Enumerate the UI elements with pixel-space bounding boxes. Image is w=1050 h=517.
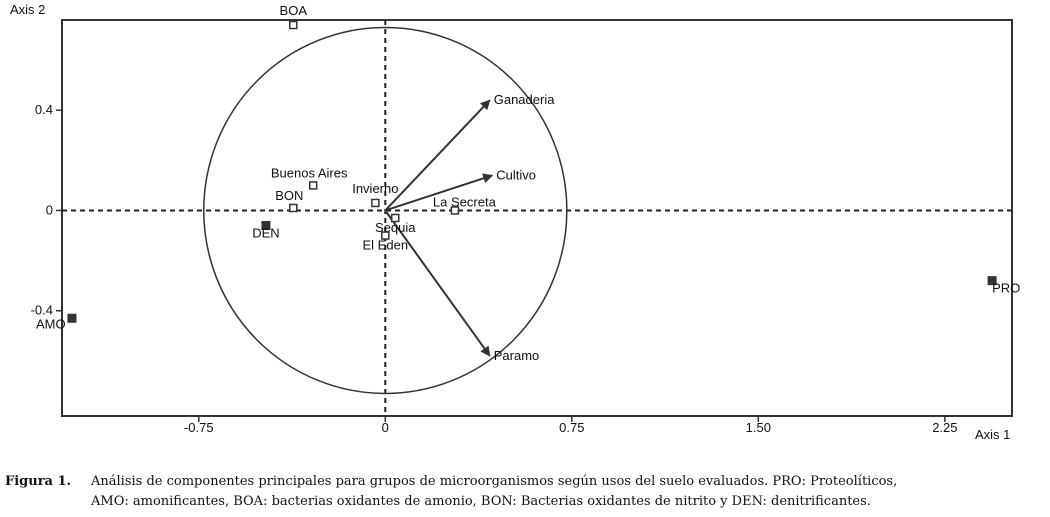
data-point (381, 231, 390, 240)
point-label: BON (275, 188, 303, 203)
x-tick-label: 2.25 (932, 420, 957, 435)
data-point (987, 276, 997, 286)
y-tick-label: 0 (46, 202, 53, 217)
vector-label: Paramo (494, 348, 540, 363)
point-label: Invierno (352, 181, 398, 196)
point-label: El Eden (363, 238, 409, 253)
y-tick-label: -0.4 (31, 303, 53, 318)
data-point (289, 20, 298, 30)
y-tick-label: 0.4 (35, 102, 53, 117)
vector-arrow (384, 209, 491, 357)
data-point (67, 313, 77, 323)
x-tick-label: 1.50 (746, 420, 771, 435)
correlation-circle (203, 26, 568, 395)
point-label: BOA (280, 3, 308, 18)
vector-arrow (384, 99, 491, 212)
vector-arrow (384, 173, 494, 212)
data-point (289, 203, 298, 213)
x-tick-label: -0.75 (184, 420, 214, 435)
point-label: PRO (992, 281, 1020, 296)
data-point (450, 206, 460, 215)
point-label: DEN (252, 226, 279, 241)
caption-line-1: Figura 1. Análisis de componentes princip… (5, 472, 1049, 492)
vector-label: Cultivo (496, 167, 536, 182)
data-point (371, 198, 380, 208)
caption-label: Figura 1. (5, 474, 72, 489)
caption-text-1: Análisis de componentes principales para… (91, 474, 898, 489)
caption-text-2: AMO: amonificantes, BOA: bacterias oxida… (91, 494, 871, 509)
data-point (308, 181, 318, 190)
data-point (261, 221, 271, 231)
point-label: La Secreta (433, 194, 497, 209)
vector-label: Ganaderia (494, 92, 555, 107)
data-point (390, 213, 400, 223)
plot-frame (61, 19, 1013, 417)
x-tick-label: 0.75 (559, 420, 584, 435)
x-axis-title: Axis 1 (975, 427, 1010, 442)
figure-caption: Figura 1. Análisis de componentes princip… (5, 472, 1049, 512)
point-label: Buenos Aires (271, 165, 348, 180)
x-tick-label: 0 (382, 420, 389, 435)
point-label: Sequia (375, 220, 416, 235)
pca-biplot: Ganaderia Cultivo Paramo BOA Buenos Aires BO… (10, 2, 1020, 442)
point-label: AMO (36, 316, 66, 331)
y-axis-title: Axis 2 (10, 2, 45, 17)
